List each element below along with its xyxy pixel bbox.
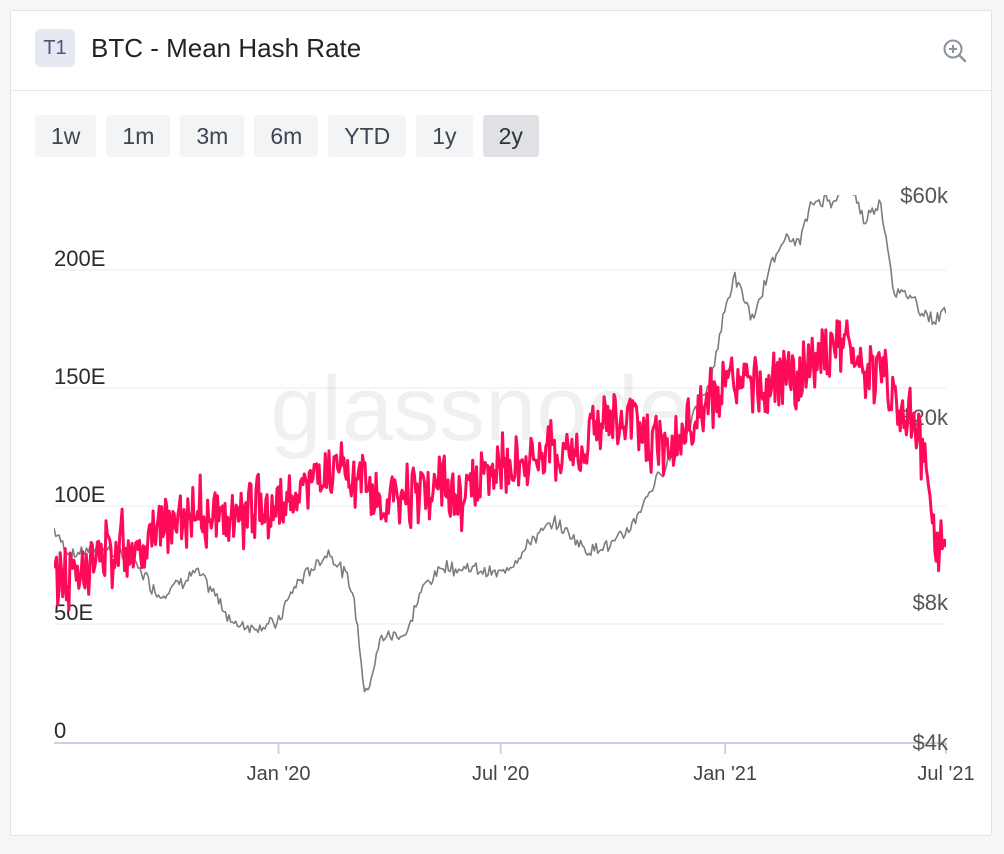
chart-title: BTC - Mean Hash Rate [91,33,362,63]
x-tick-label: Jul '20 [472,763,529,785]
price-series-line [54,195,946,693]
y-left-tick-label: 150E [54,364,105,389]
range-selector: 1w 1m 3m 6m YTD 1y 2y [35,115,539,157]
range-button-1m[interactable]: 1m [106,115,171,157]
range-button-1y[interactable]: 1y [416,115,473,157]
zoom-in-icon[interactable] [941,37,969,65]
x-tick-label: Jan '21 [693,763,757,785]
y-left-tick-label: 0 [54,718,66,743]
y-right-tick-label: $4k [913,730,949,755]
hash-rate-series-line [54,319,946,612]
card-header: T1 BTC - Mean Hash Rate [11,11,991,91]
x-tick-label: Jan '20 [247,763,311,785]
chart-card: T1 BTC - Mean Hash Rate 1w 1m 3m 6m YTD … [10,10,992,836]
y-right-tick-label: $60k [900,183,949,208]
range-button-ytd[interactable]: YTD [328,115,407,157]
y-left-tick-label: 50E [54,600,93,625]
range-button-6m[interactable]: 6m [254,115,319,157]
range-button-3m[interactable]: 3m [180,115,245,157]
y-left-tick-label: 100E [54,482,105,507]
y-left-tick-label: 200E [54,246,105,271]
range-button-1w[interactable]: 1w [35,115,97,157]
range-button-2y[interactable]: 2y [482,115,539,157]
x-tick-label: Jul '21 [917,763,974,785]
y-right-tick-label: $8k [913,590,949,615]
tier-badge: T1 [35,29,75,67]
